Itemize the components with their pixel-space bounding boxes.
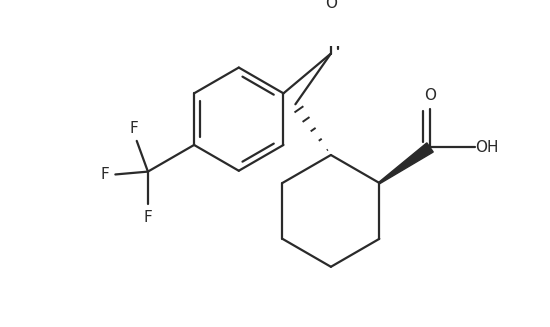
Text: OH: OH <box>476 140 499 155</box>
Polygon shape <box>379 143 433 184</box>
Text: O: O <box>424 88 436 103</box>
Text: F: F <box>130 121 139 136</box>
Text: O: O <box>325 0 337 11</box>
Text: F: F <box>144 210 152 225</box>
Text: F: F <box>101 167 109 182</box>
